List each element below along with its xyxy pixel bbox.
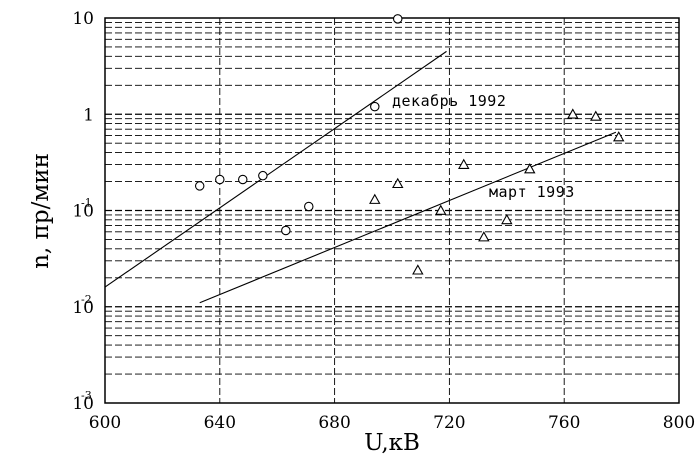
x-tick-label: 760	[548, 413, 580, 433]
data-point-triangle	[612, 131, 625, 142]
data-point-triangle	[369, 193, 381, 204]
data-point-circle	[370, 101, 380, 112]
x-tick-label: 680	[318, 413, 350, 433]
data-point-circle	[392, 14, 403, 24]
data-point-circle	[304, 201, 314, 212]
series-label-december-1992: декабрь 1992	[392, 92, 506, 110]
y-tick-label: 10	[72, 202, 94, 222]
fit-lines	[104, 50, 617, 304]
plot-frame	[104, 17, 680, 404]
data-point-triangle	[524, 163, 536, 174]
data-point-circle	[238, 174, 248, 185]
data-point-triangle	[501, 213, 513, 225]
y-axis-title: n, пр/мин	[28, 153, 54, 269]
y-tick-exponent: -1	[81, 197, 92, 210]
data-point-triangle	[478, 231, 490, 242]
data-point-circle	[281, 225, 291, 236]
y-tick-label: 10	[72, 298, 94, 318]
data-point-triangle	[590, 110, 602, 121]
data-point-circle	[215, 174, 225, 185]
data-point-triangle	[392, 177, 404, 189]
y-tick-label: 1	[83, 105, 94, 125]
x-tick-label: 640	[204, 413, 236, 433]
x-tick-label: 600	[89, 413, 121, 433]
x-axis-title: U,кВ	[364, 430, 420, 456]
x-tick-label: 720	[433, 413, 465, 433]
y-tick-exponent: -2	[81, 293, 92, 306]
y-tick-exponent: -3	[81, 389, 92, 402]
grid	[105, 18, 679, 403]
data-point-circle	[258, 170, 268, 181]
y-tick-label: 10	[72, 9, 94, 29]
x-tick-labels: 600 640 680 720 760 800	[89, 413, 695, 433]
data-point-triangle	[458, 158, 470, 169]
fit-line-march-1993	[199, 131, 617, 304]
data-point-triangle	[412, 264, 424, 275]
fit-line-december-1992	[104, 50, 447, 288]
data-point-circle	[194, 181, 205, 191]
data-point-triangle	[435, 204, 447, 215]
y-tick-label: 10	[72, 394, 94, 414]
x-tick-label: 800	[663, 413, 695, 433]
series-label-march-1993: март 1993	[489, 183, 575, 201]
data-points	[194, 14, 625, 275]
data-point-triangle	[567, 108, 579, 119]
